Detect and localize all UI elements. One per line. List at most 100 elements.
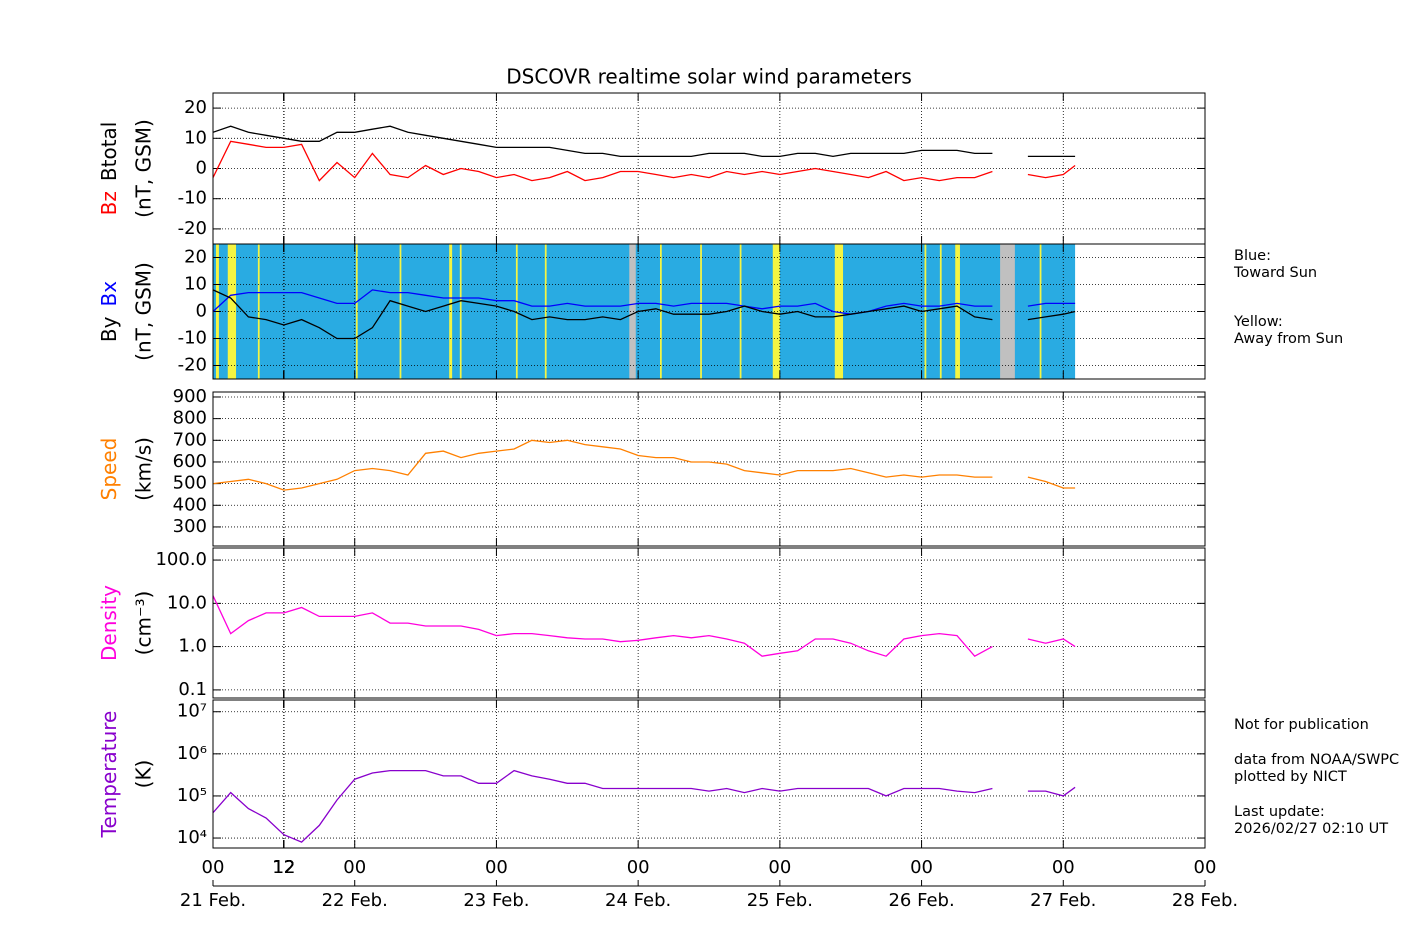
panel-frame — [212, 391, 1206, 547]
x-tick-label: 00 — [768, 857, 791, 878]
note: 2026/02/27 02:10 UT — [1234, 821, 1388, 837]
x-tick-label: 12 — [272, 857, 295, 878]
sector-band — [544, 244, 547, 379]
sector-band — [629, 244, 636, 379]
series-line — [213, 595, 1076, 658]
panel: 0.1 1.0 10.0 100.0 Density (cm⁻³) — [97, 547, 1206, 700]
y-axis-unit: (km/s) — [132, 437, 156, 501]
panel-frame — [212, 699, 1206, 849]
x-tick-label: 12 — [272, 857, 295, 878]
y-axis-label-part: Speed — [97, 438, 121, 501]
y-tick-label: -20 — [178, 218, 207, 239]
y-tick-label: 700 — [173, 429, 207, 450]
y-axis-label: By Bx — [97, 281, 121, 342]
note: data from NOAA/SWPC — [1234, 752, 1399, 768]
series-line — [213, 289, 1076, 340]
y-tick-label: -10 — [178, 328, 207, 349]
sector-band — [739, 244, 742, 379]
y-tick-label: 10⁵ — [177, 785, 207, 806]
chart-title: DSCOVR realtime solar wind parameters — [506, 65, 912, 89]
panel-frame — [212, 547, 1206, 699]
y-tick-label: 500 — [173, 473, 207, 494]
sector-legend-text: Blue: — [1234, 248, 1271, 264]
y-tick-label: 900 — [173, 386, 207, 407]
panel: 10⁴ 10⁵ 10⁶ 10⁷ Temperature (K) — [97, 699, 1206, 849]
panel-frame — [212, 243, 1206, 380]
x-tick-label: 00 — [1052, 857, 1075, 878]
y-axis-label: Density — [97, 585, 121, 661]
x-tick-label: 00 — [202, 857, 225, 878]
y-tick-label: 10 — [184, 127, 207, 148]
y-axis-label: Temperature — [97, 711, 121, 839]
y-axis-label-part: Bz — [97, 191, 121, 215]
sector-band — [939, 244, 942, 379]
y-tick-label: 10⁶ — [177, 743, 207, 764]
sector-band — [355, 244, 358, 379]
sector-legend-text: Toward Sun — [1233, 265, 1317, 281]
date-label: 23 Feb. — [463, 890, 529, 911]
sector-band — [834, 244, 844, 379]
date-label: 28 Feb. — [1172, 890, 1238, 911]
date-label: 27 Feb. — [1030, 890, 1096, 911]
sector-legend-text: Yellow: — [1233, 314, 1283, 330]
x-tick-label: 12 — [272, 857, 295, 878]
y-tick-label: 600 — [173, 451, 207, 472]
y-tick-label: 10 — [184, 274, 207, 295]
sector-band — [772, 244, 780, 379]
note: Not for publication — [1234, 717, 1369, 733]
x-tick-label: 00 — [343, 857, 366, 878]
series-line — [213, 769, 1076, 843]
date-label: 26 Feb. — [888, 890, 954, 911]
date-label: 22 Feb. — [322, 890, 388, 911]
y-tick-label: 10⁴ — [177, 827, 207, 848]
y-axis-unit: (nT, GSM) — [132, 119, 156, 218]
panel: -20 -10 0 10 20 Bz Btotal (nT, GSM) — [97, 92, 1206, 245]
x-tick-label: 12 — [272, 857, 295, 878]
x-tick-label: 00 — [1194, 857, 1217, 878]
series-line — [213, 439, 1076, 491]
y-tick-label: 800 — [173, 408, 207, 429]
y-tick-label: 20 — [184, 247, 207, 268]
y-tick-label: 1.0 — [178, 636, 207, 657]
note: plotted by NICT — [1234, 769, 1347, 785]
y-tick-label: 400 — [173, 494, 207, 515]
y-tick-label: 0 — [196, 301, 207, 322]
y-axis-label: Bz Btotal — [97, 122, 121, 216]
sector-legend-text: Away from Sun — [1234, 331, 1343, 347]
y-tick-label: 10⁷ — [177, 701, 207, 722]
sector-band — [1039, 244, 1042, 379]
y-tick-label: -10 — [178, 188, 207, 209]
x-tick-label: 00 — [485, 857, 508, 878]
date-label: 21 Feb. — [180, 890, 246, 911]
y-axis-unit: (cm⁻³) — [132, 591, 156, 656]
y-tick-label: 300 — [173, 516, 207, 537]
y-tick-label: 0.1 — [178, 679, 207, 700]
x-tick-label: 12 — [272, 857, 295, 878]
y-tick-label: 10.0 — [167, 592, 207, 613]
y-axis-label-part: Density — [97, 585, 121, 661]
y-tick-label: 100.0 — [155, 549, 207, 570]
x-tick-label: 00 — [910, 857, 933, 878]
y-axis-label-part: Btotal — [97, 122, 121, 181]
y-tick-label: -20 — [178, 355, 207, 376]
sector-band — [1000, 244, 1015, 379]
sector-band — [700, 244, 702, 379]
panel: -20 -10 0 10 20 By Bx (nT, GSM) — [97, 243, 1206, 380]
x-tick-label: 00 — [627, 857, 650, 878]
x-tick-label: 12 — [272, 857, 295, 878]
y-axis-unit: (nT, GSM) — [132, 262, 156, 361]
date-label: 25 Feb. — [747, 890, 813, 911]
series-line — [213, 125, 1076, 158]
y-axis-label-part: Temperature — [97, 711, 121, 839]
note: Last update: — [1234, 804, 1325, 820]
y-tick-label: 0 — [196, 158, 207, 179]
y-tick-label: 20 — [184, 97, 207, 118]
y-axis-unit: (K) — [132, 760, 156, 789]
y-axis-label-part: Bx — [97, 281, 121, 307]
y-axis-label: Speed — [97, 438, 121, 501]
x-tick-label: 12 — [272, 857, 295, 878]
y-axis-label-part: By — [97, 316, 121, 342]
sector-band — [399, 244, 402, 379]
